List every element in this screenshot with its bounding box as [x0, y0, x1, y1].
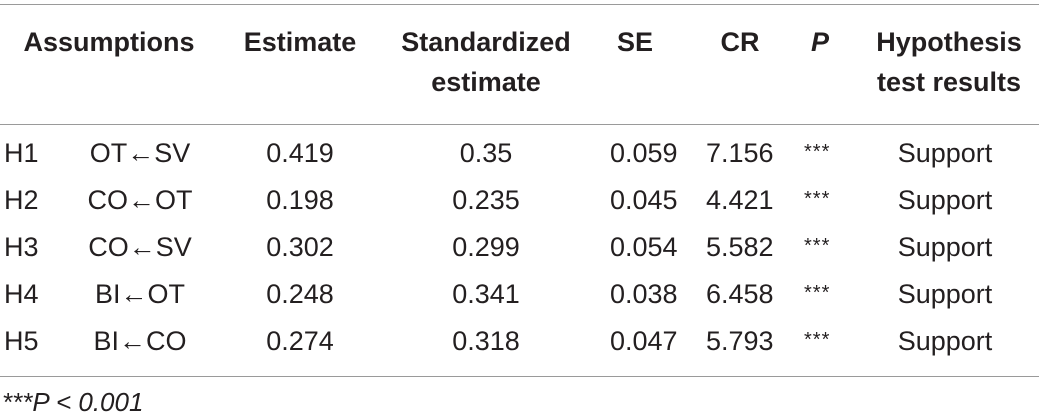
row-cr: 5.793: [706, 326, 774, 356]
table-top-rule: [0, 4, 1039, 5]
row-cr: 5.582: [706, 232, 774, 262]
row-estimate: 0.274: [266, 326, 334, 356]
table-footnote: ***P < 0.001: [2, 387, 144, 417]
row-p-stars: ***: [804, 329, 831, 351]
row-estimate: 0.198: [266, 185, 334, 215]
header-hypothesis-line2: test results: [876, 67, 1022, 97]
row-standardized: 0.341: [452, 279, 520, 309]
header-standardized-line2: estimate: [431, 67, 541, 97]
row-standardized: 0.35: [459, 138, 513, 168]
header-se: SE: [616, 27, 654, 57]
row-standardized: 0.235: [452, 185, 520, 215]
row-result: Support: [897, 326, 993, 356]
row-path: CO←OT: [87, 185, 193, 215]
row-standardized: 0.318: [452, 326, 520, 356]
row-path: BI←OT: [94, 279, 185, 309]
row-result: Support: [897, 185, 993, 215]
row-result: Support: [897, 279, 993, 309]
header-cr: CR: [720, 27, 760, 57]
row-path: CO←SV: [88, 232, 192, 262]
row-se: 0.059: [610, 138, 678, 168]
row-id: H4: [4, 279, 39, 309]
row-se: 0.054: [610, 232, 678, 262]
row-estimate: 0.302: [266, 232, 334, 262]
row-result: Support: [897, 232, 993, 262]
row-result: Support: [897, 138, 993, 168]
row-path: BI←CO: [93, 326, 187, 356]
header-standardized-line1: Standardized: [401, 27, 571, 57]
row-id: H3: [4, 232, 39, 262]
row-standardized: 0.299: [452, 232, 520, 262]
row-cr: 4.421: [706, 185, 774, 215]
table-bottom-rule: [0, 376, 1039, 377]
row-cr: 7.156: [706, 138, 774, 168]
header-assumptions: Assumptions: [23, 27, 195, 57]
row-se: 0.045: [610, 185, 678, 215]
row-estimate: 0.419: [266, 138, 334, 168]
row-cr: 6.458: [706, 279, 774, 309]
header-hypothesis-line1: Hypothesis: [876, 27, 1022, 57]
row-p-stars: ***: [804, 141, 831, 163]
row-p-stars: ***: [804, 235, 831, 257]
header-p: P: [810, 27, 829, 57]
row-se: 0.047: [610, 326, 678, 356]
row-p-stars: ***: [804, 282, 831, 304]
row-id: H5: [4, 326, 39, 356]
header-estimate: Estimate: [243, 27, 357, 57]
table-header-rule: [0, 124, 1039, 125]
row-id: H1: [4, 138, 39, 168]
row-path: OT←SV: [89, 138, 191, 168]
row-id: H2: [4, 185, 39, 215]
row-estimate: 0.248: [266, 279, 334, 309]
row-p-stars: ***: [804, 188, 831, 210]
row-se: 0.038: [610, 279, 678, 309]
